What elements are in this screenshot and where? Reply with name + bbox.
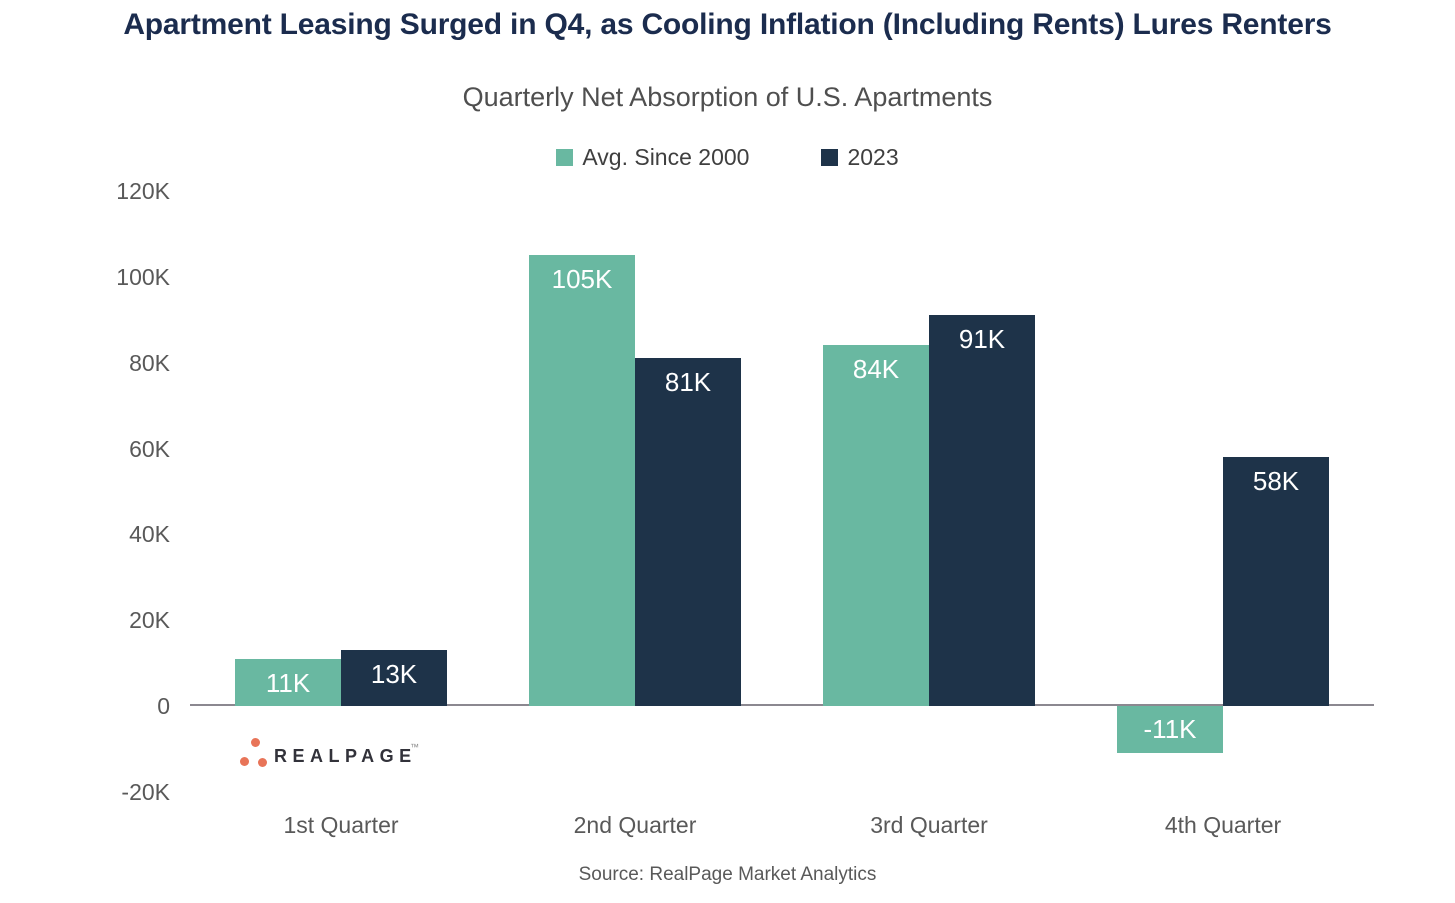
bar-avg-since-2000-q2: [529, 255, 635, 706]
logo-text: REALPAGE: [274, 746, 417, 766]
bar-value-label: 11K: [265, 668, 311, 698]
bar-value-label: 58K: [1252, 466, 1300, 496]
x-axis-label: 2nd Quarter: [573, 812, 697, 838]
bar-2023-q3: [929, 315, 1035, 706]
y-axis-tick-label: 100K: [116, 264, 170, 290]
bar-value-label: -11K: [1143, 714, 1197, 744]
y-axis-tick-label: 0: [157, 693, 170, 719]
zero-axis-line: [190, 704, 1374, 706]
chart-subtitle: Quarterly Net Absorption of U.S. Apartme…: [462, 82, 993, 112]
bar-value-label: 81K: [664, 367, 712, 397]
legend-item-avg-since-2000: Avg. Since 2000: [556, 144, 749, 171]
legend-label-2023: 2023: [847, 144, 899, 170]
logo-dot-icon: [240, 757, 249, 766]
x-axis-label: 3rd Quarter: [870, 812, 988, 838]
bar-2023-q4: [1223, 457, 1329, 706]
logo-dot-icon: [258, 758, 267, 767]
bar-2023-q1: [341, 650, 447, 706]
x-axis-label: 4th Quarter: [1164, 812, 1282, 838]
y-axis-tick-label: 60K: [129, 436, 170, 462]
legend-item-2023: 2023: [821, 144, 899, 171]
x-axis-label: 1st Quarter: [283, 812, 399, 838]
legend-swatch-navy-icon: [821, 149, 839, 166]
logo-dot-icon: [251, 738, 260, 747]
source-note: Source: RealPage Market Analytics: [578, 864, 877, 885]
bar-avg-since-2000-q3: [823, 345, 929, 706]
bar-avg-since-2000-q1: [235, 659, 341, 706]
y-axis-tick-label: 40K: [129, 521, 170, 547]
legend-label-avg-since-2000: Avg. Since 2000: [582, 144, 750, 170]
legend-swatch-teal-icon: [556, 149, 574, 166]
logo-trademark-icon: ™: [410, 742, 419, 752]
y-axis-tick-label: 20K: [129, 607, 170, 633]
bar-avg-since-2000-q4: [1117, 706, 1223, 753]
y-axis-tick-label: -20K: [121, 779, 170, 805]
page-title: Apartment Leasing Surged in Q4, as Cooli…: [123, 8, 1332, 41]
legend: Avg. Since 2000 2023: [0, 144, 1455, 171]
y-axis-tick-label: 120K: [116, 178, 170, 204]
y-axis-tick-label: 80K: [129, 350, 170, 376]
bar-2023-q2: [635, 358, 741, 706]
bar-value-label: 84K: [852, 354, 900, 384]
bar-value-label: 105K: [551, 264, 613, 294]
bar-value-label: 91K: [958, 324, 1006, 354]
bar-value-label: 13K: [370, 659, 418, 689]
